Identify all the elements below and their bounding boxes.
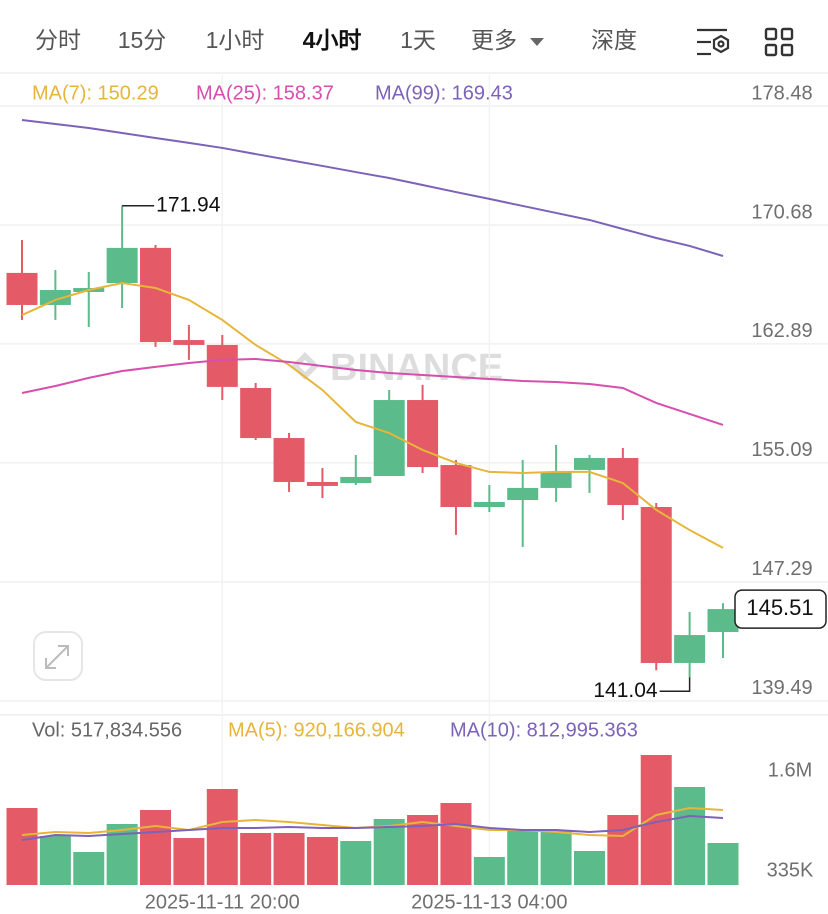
layout-icon[interactable] — [697, 28, 730, 56]
volume-bar — [573, 851, 605, 885]
candle-body — [674, 635, 706, 663]
candle-body — [340, 476, 372, 484]
candle-body — [173, 340, 205, 345]
candle-body — [640, 507, 672, 663]
candle-body — [707, 609, 739, 632]
tab[interactable]: 1小时 — [206, 27, 265, 53]
grid-icon[interactable] — [764, 27, 794, 57]
volume-bar — [540, 830, 572, 885]
volume-bar — [140, 810, 172, 885]
volume-bar — [440, 803, 472, 885]
dropdown-arrow — [530, 38, 544, 46]
ma-line — [21, 357, 724, 426]
candle-body — [540, 471, 572, 488]
low-label: 141.04 — [593, 679, 658, 702]
volume-bar — [473, 857, 505, 885]
overlay: 178.48 170.68 162.89 155.09 147.29 139.49 2025… — [32, 82, 827, 913]
last-price-box — [734, 589, 827, 629]
volume-bar — [340, 841, 372, 885]
volume-bar — [674, 787, 706, 885]
volume-ma-line — [21, 814, 724, 841]
high-label: 171.94 — [156, 193, 221, 216]
y-tick-label: 155.09 — [751, 439, 812, 461]
volume-plot — [6, 755, 739, 885]
last-price-label: 145.51 — [746, 595, 813, 620]
candle-body — [607, 458, 639, 506]
volume-tick-label: 1.6M — [768, 759, 812, 781]
ma-line — [21, 119, 724, 257]
candle-body — [39, 290, 71, 305]
candle-body — [407, 400, 439, 468]
x-tick-label: 2025-11-11 20:00 — [145, 891, 300, 913]
volume-bar — [306, 837, 338, 885]
volume-bar — [507, 830, 539, 885]
volume-tick-label: 335K — [767, 859, 814, 881]
volume-bar — [707, 843, 739, 885]
volume-legend: Vol: 517,834.556 — [32, 719, 182, 741]
tab[interactable]: 1天 — [400, 27, 436, 53]
grid — [0, 75, 828, 885]
volume-bar — [173, 838, 205, 885]
x-tick-label: 2025-11-13 04:00 — [411, 891, 567, 913]
candle-body — [206, 344, 238, 387]
candle-body — [473, 501, 505, 508]
y-tick-label: 170.68 — [751, 201, 812, 223]
low-pointer — [659, 677, 691, 693]
candle-body — [306, 481, 338, 486]
candle-body — [106, 247, 138, 283]
candle-body — [507, 487, 539, 500]
candle-body — [140, 247, 172, 343]
tab[interactable]: 更多 — [471, 27, 517, 53]
expand-button[interactable] — [33, 631, 83, 681]
watermark: BINANCE — [291, 347, 503, 389]
y-tick-label: 139.49 — [751, 677, 812, 699]
volume-legend-entry: MA(10): 812,995.363 — [450, 719, 638, 741]
ma-line — [21, 281, 724, 549]
volume-bar — [6, 808, 38, 885]
volume-bar — [273, 833, 305, 885]
candle-body — [573, 458, 605, 470]
timeframe-tabs: 分时 15分 1小时 4小时 1天 更多 深度 — [35, 27, 637, 53]
tab[interactable]: 4小时 — [303, 27, 362, 53]
volume-bar — [373, 819, 405, 885]
tab[interactable]: 15分 — [118, 27, 167, 53]
legend-entry: MA(25): 158.37 — [196, 82, 334, 104]
y-tick-label: 162.89 — [751, 320, 812, 342]
price-plot — [6, 119, 739, 678]
legend-entry: MA(99): 169.43 — [375, 82, 513, 104]
candle-body — [240, 387, 272, 439]
volume-legend-entry: MA(5): 920,166.904 — [228, 719, 405, 741]
volume-bar — [39, 836, 71, 885]
candle-body — [273, 438, 305, 482]
tab[interactable]: 分时 — [35, 27, 81, 53]
y-tick-label: 178.48 — [751, 82, 812, 104]
tab[interactable]: 深度 — [591, 27, 637, 53]
volume-bar — [73, 852, 105, 885]
y-tick-label: 147.29 — [751, 558, 812, 580]
volume-bar — [607, 815, 639, 885]
candle-body — [440, 465, 472, 508]
watermark-text: BINANCE — [330, 347, 503, 389]
volume-bar — [240, 833, 272, 885]
candle-body — [6, 272, 38, 305]
volume-bar — [206, 789, 238, 885]
legend-entry: MA(7): 150.29 — [32, 82, 159, 104]
